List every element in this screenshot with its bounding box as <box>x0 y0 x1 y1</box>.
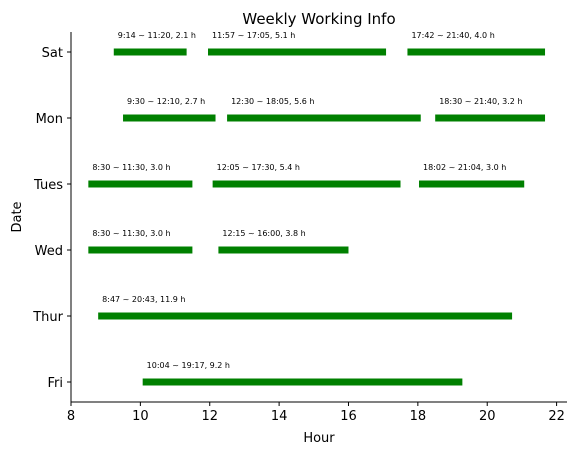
y-tick-label-wed: Wed <box>35 244 63 259</box>
work-segment-label: 18:30 ~ 21:40, 3.2 h <box>439 97 522 106</box>
x-tick-label: 18 <box>410 409 427 424</box>
x-axis-label: Hour <box>303 431 335 446</box>
work-segment-label: 8:30 ~ 11:30, 3.0 h <box>92 163 170 172</box>
y-tick-label-tues: Tues <box>33 178 63 193</box>
work-segment-label: 8:47 ~ 20:43, 11.9 h <box>102 295 185 304</box>
segment-labels-layer: 9:14 ~ 11:20, 2.1 h 11:57 ~ 17:05, 5.1 h 1… <box>92 31 522 370</box>
work-segment-label: 17:42 ~ 21:40, 4.0 h <box>411 31 494 40</box>
x-tick-label: 16 <box>340 409 357 424</box>
work-segment-label: 10:04 ~ 19:17, 9.2 h <box>147 361 230 370</box>
work-segment-bar <box>88 246 193 254</box>
x-tick-label: 20 <box>479 409 496 424</box>
work-segment-bar <box>123 114 216 122</box>
chart-title: Weekly Working Info <box>242 10 395 28</box>
work-segment-label: 11:57 ~ 17:05, 5.1 h <box>212 31 295 40</box>
y-tick-label-mon: Mon <box>36 112 63 127</box>
x-tick-label: 10 <box>132 409 149 424</box>
x-tick-label: 8 <box>67 409 75 424</box>
work-segment-bar <box>142 378 463 386</box>
x-tick-label: 22 <box>548 409 565 424</box>
work-segment-bar <box>208 48 387 56</box>
bars-layer <box>88 48 546 386</box>
work-segment-bar <box>88 180 193 188</box>
work-segment-bar <box>435 114 546 122</box>
x-ticks: 8 10 12 14 16 18 20 22 <box>67 402 565 424</box>
work-segment-label: 9:14 ~ 11:20, 2.1 h <box>118 31 196 40</box>
work-segment-bar <box>407 48 546 56</box>
work-segment-label: 9:30 ~ 12:10, 2.7 h <box>127 97 205 106</box>
work-segment-bar <box>218 246 349 254</box>
y-tick-label-fri: Fri <box>48 376 64 391</box>
work-segment-label: 12:30 ~ 18:05, 5.6 h <box>231 97 314 106</box>
work-segment-label: 8:30 ~ 11:30, 3.0 h <box>92 229 170 238</box>
work-segment-bar <box>227 114 421 122</box>
x-tick-label: 14 <box>271 409 288 424</box>
y-axis-label: Date <box>10 201 25 232</box>
x-tick-label: 12 <box>201 409 218 424</box>
work-segment-label: 12:05 ~ 17:30, 5.4 h <box>217 163 300 172</box>
work-segment-bar <box>113 48 187 56</box>
work-segment-label: 12:15 ~ 16:00, 3.8 h <box>222 229 305 238</box>
y-tick-label-sat: Sat <box>42 46 63 61</box>
work-segment-bar <box>419 180 525 188</box>
work-segment-bar <box>212 180 401 188</box>
work-segment-bar <box>98 312 513 320</box>
y-ticks: Sat Mon Tues Wed Thur Fri <box>32 46 71 391</box>
y-tick-label-thur: Thur <box>32 310 63 325</box>
work-segment-label: 18:02 ~ 21:04, 3.0 h <box>423 163 506 172</box>
